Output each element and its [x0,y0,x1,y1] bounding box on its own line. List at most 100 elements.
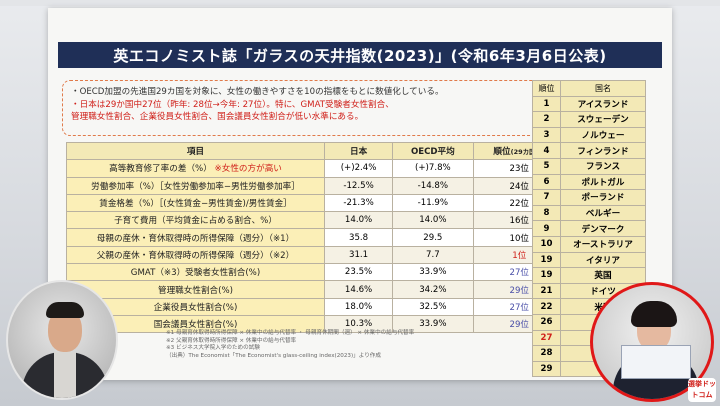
oecd-value: 29.5 [392,228,474,247]
japan-value: -12.5% [323,176,394,195]
ranking-country: イタリア [560,251,646,269]
presenter-left-video [6,280,118,400]
header-japan: 日本 [323,141,394,161]
ranking-header-rank: 順位 [532,80,561,97]
ranking-row: 6 ポルトガル [532,173,646,191]
ranking-row: 1 アイスランド [532,95,646,113]
ranking-row: 3 ノルウェー [532,126,646,144]
header-rank-sub: (29カ国中) [510,148,546,157]
ranking-country: ベルギー [560,204,646,222]
japan-value: 31.1 [323,245,394,265]
indicator-name: 国会議員女性割合(%) [66,314,325,334]
ranking-country: 英国 [560,267,646,284]
ranking-country: ポーランド [560,189,646,206]
ranking-row: 8 ベルギー [532,204,646,222]
header-item: 項目 [66,141,325,161]
ranking-row: 9 デンマーク [532,220,646,237]
presenter-right-paper [621,345,691,379]
ranking-country: ポルトガル [560,173,646,191]
ranking-country: フランス [560,157,646,175]
ranking-number: 2 [532,111,561,128]
japan-value: 18.0% [323,297,394,316]
table-row: GMAT（※3）受験者女性割合(%) 23.5% 33.9% 27位 [66,263,567,282]
japan-value: 23.5% [323,263,394,282]
ranking-country: スウェーデン [560,111,646,128]
indicator-name: 母親の産休・育休取得時の所得保障（週分）（※1） [66,228,325,247]
ranking-number: 26 [532,313,561,331]
table-row: 賃金格差（%）［(女性賃金−男性賃金)/男性賃金］ -21.3% -11.9% 22位 [66,193,567,213]
japan-value: 10.3% [323,314,394,334]
footnotes: ※1 母親育休取得時所得保障 × 休業中の給与代替率 ・ 母親育休期間（週） ×… [166,330,414,360]
ranking-row: 4 フィンランド [532,142,646,159]
presenter-left-hair [46,302,84,318]
oecd-value: 7.7 [392,245,474,265]
ranking-row: 19 英国 [532,267,646,284]
channel-logo: 選挙ドットコム [688,378,716,402]
oecd-value: (+)7.8% [392,159,474,178]
ranking-number: 27 [532,329,561,347]
indicator-name: 子育て費用（平均賃金に占める割合、%） [66,211,325,230]
indicator-name: 企業役員女性割合(%) [66,297,325,316]
indicator-name: 高等教育修了率の差（%） ※女性の方が高い [66,159,325,178]
table-row: 労働参加率（%）［女性労働参加率−男性労働参加率］ -12.5% -14.8% 24位 [66,176,567,195]
summary-line-1: ・OECD加盟の先進国29カ国を対象に、女性の働きやすさを10の指標をもとに数値… [71,87,444,97]
presenter-right-hair [631,301,677,327]
oecd-value: 33.9% [392,263,474,282]
table-row: 高等教育修了率の差（%） ※女性の方が高い (+)2.4% (+)7.8% 23位 [66,159,567,178]
footnote: ※3 ビジネス大学院入学のための試験 [166,345,260,351]
japan-value: -21.3% [323,193,394,213]
summary-note-box: ・OECD加盟の先進国29カ国を対象に、女性の働きやすさを10の指標をもとに数値… [62,80,570,136]
indicator-note: ※女性の方が高い [214,164,282,175]
oecd-value: 32.5% [392,297,474,316]
indicator-name: GMAT（※3）受験者女性割合(%) [66,263,325,282]
table-row: 父親の産休・育休取得時の所得保障（週分）（※2） 31.1 7.7 1位 [66,245,567,265]
oecd-value: -11.9% [392,193,474,213]
ranking-number: 5 [532,157,561,175]
indicator-table: 項目 日本 OECD平均 順位(29カ国中) 高等教育修了率の差（%） ※女性の… [66,141,567,334]
footnote: ※2 父親育休取得時所得保障 × 休業中の給与代替率 [166,337,297,344]
oecd-value: -14.8% [392,176,474,195]
top-strip [0,0,720,6]
oecd-value: 14.0% [392,211,474,230]
table-row: 企業役員女性割合(%) 18.0% 32.5% 27位 [66,297,567,316]
header-oecd: OECD平均 [392,141,474,161]
ranking-row: 10 オーストラリア [532,235,646,253]
country-ranking-table: 順位 国名 1 アイスランド 2 スウェーデン 3 ノルウェー 4 フィンランド 5 フランス 6 ポ… [532,80,646,378]
table-row: 母親の産休・育休取得時の所得保障（週分）（※1） 35.8 29.5 10位 [66,228,567,247]
footnote: ※1 母親育休取得時所得保障 × 休業中の給与代替率 ・ 母親育休期間（週） ×… [166,330,415,336]
japan-value: (+)2.4% [323,159,394,178]
ranking-row: 2 スウェーデン [532,111,646,128]
ranking-number: 28 [532,345,561,362]
presenter-right-video [590,282,714,402]
indicator-name: 管理職女性割合(%) [66,280,325,299]
indicator-name: 賃金格差（%）［(女性賃金−男性賃金)/男性賃金］ [66,193,325,213]
ranking-number: 1 [532,95,561,113]
ranking-row: 7 ポーランド [532,189,646,206]
oecd-value: 33.9% [392,314,474,334]
summary-line-3: 管理職女性割合、企業役員女性割合、国会議員女性割合が低い水準にある。 [71,112,364,122]
ranking-number: 19 [532,251,561,269]
ranking-header-country: 国名 [560,80,646,97]
slide-title: 英エコノミスト誌「ガラスの天井指数(2023)」(令和6年3月6日公表) [58,42,662,68]
ranking-number: 21 [532,282,561,300]
ranking-row: 19 イタリア [532,251,646,269]
ranking-number: 19 [532,267,561,284]
ranking-country: アイスランド [560,95,646,113]
japan-value: 35.8 [323,228,394,247]
ranking-number: 22 [532,298,561,315]
ranking-number: 7 [532,189,561,206]
indicator-name: 父親の産休・育休取得時の所得保障（週分）（※2） [66,245,325,265]
indicator-name: 労働参加率（%）［女性労働参加率−男性労働参加率］ [66,176,325,195]
ranking-country: オーストラリア [560,235,646,253]
table-row: 子育て費用（平均賃金に占める割合、%） 14.0% 14.0% 16位 [66,211,567,230]
japan-value: 14.0% [323,211,394,230]
ranking-number: 6 [532,173,561,191]
ranking-number: 4 [532,142,561,159]
table-row: 管理職女性割合(%) 14.6% 34.2% 29位 [66,280,567,299]
ranking-country: フィンランド [560,142,646,159]
ranking-row: 5 フランス [532,157,646,175]
ranking-number: 3 [532,126,561,144]
japan-value: 14.6% [323,280,394,299]
presenter-left-shirt [54,352,76,398]
ranking-number: 10 [532,235,561,253]
